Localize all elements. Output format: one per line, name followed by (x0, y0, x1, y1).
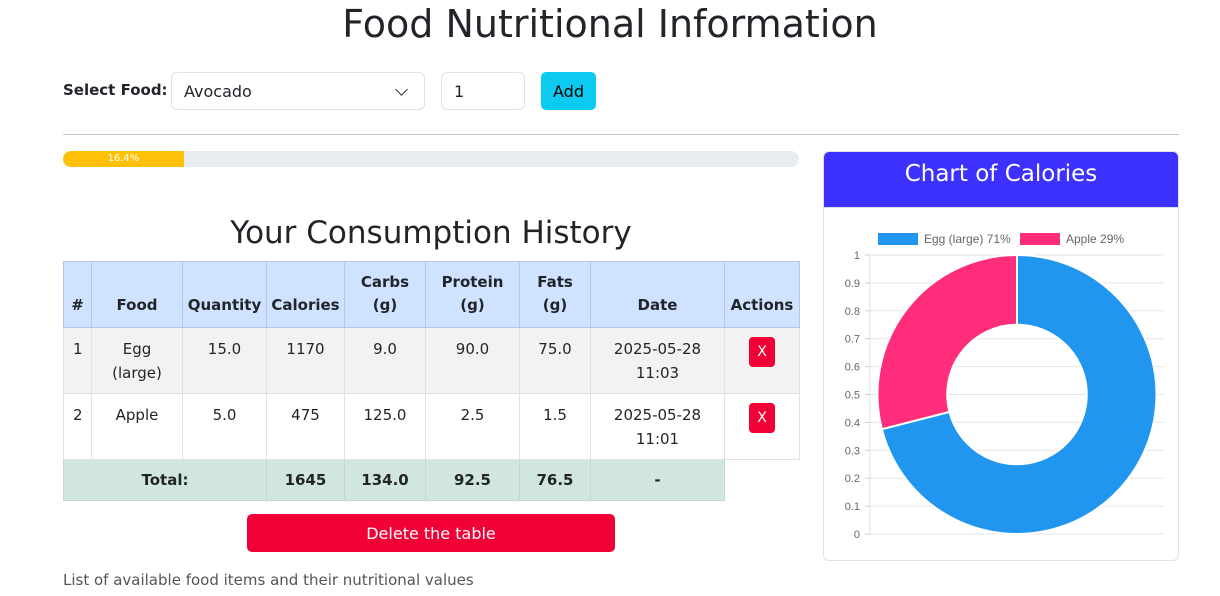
food-select-value: Avocado (184, 81, 252, 101)
row-calories: 475 (266, 393, 345, 460)
header-carbs: Carbs (g) (344, 261, 426, 328)
table-row: 1 Egg (large) 15.0 1170 9.0 90.0 75.0 20… (63, 327, 800, 394)
total-fats: 76.5 (519, 459, 591, 501)
calories-doughnut-chart: 1 0.9 0.8 0.7 0.6 0.5 0.4 0.3 0.2 0.1 0 Egg (large)… (845, 232, 1164, 541)
y-tick-label: 0.5 (845, 390, 860, 402)
header-food: Food (91, 261, 183, 328)
delete-table-button[interactable]: Delete the table (247, 514, 615, 552)
food-list-caption: List of available food items and their n… (63, 571, 474, 589)
header-quantity: Quantity (182, 261, 267, 328)
total-carbs: 134.0 (344, 459, 426, 501)
row-index: 1 (63, 327, 92, 394)
delete-row-button[interactable]: X (749, 403, 775, 433)
row-date: 2025-05-28 11:01 (590, 393, 725, 460)
chart-card-title: Chart of Calories (824, 152, 1178, 208)
add-button[interactable]: Add (541, 72, 596, 110)
y-tick-label: 0.1 (845, 501, 860, 513)
row-fats: 1.5 (519, 393, 591, 460)
row-carbs: 9.0 (344, 327, 426, 394)
row-calories: 1170 (266, 327, 345, 394)
y-tick-label: 0 (854, 529, 860, 541)
doughnut-slice (880, 253, 1158, 535)
delete-row-button[interactable]: X (749, 337, 775, 367)
calories-chart-card: Chart of Calories 1 0.9 0.8 0.7 0.6 0.5 0.4 0.3… (823, 151, 1179, 561)
legend-swatch (1020, 233, 1060, 245)
legend-swatch (878, 233, 918, 245)
row-fats: 75.0 (519, 327, 591, 394)
header-calories: Calories (266, 261, 345, 328)
history-title: Your Consumption History (230, 215, 632, 251)
header-fats: Fats (g) (519, 261, 591, 328)
row-quantity: 15.0 (182, 327, 267, 394)
row-food: Egg (large) (91, 327, 183, 394)
total-calories: 1645 (266, 459, 345, 501)
consumption-table: # Food Quantity Calories Carbs (g) Prote… (63, 261, 800, 501)
row-food: Apple (91, 393, 183, 460)
row-protein: 2.5 (425, 393, 520, 460)
header-actions: Actions (724, 261, 800, 328)
total-protein: 92.5 (425, 459, 520, 501)
quantity-value: 1 (454, 81, 465, 101)
legend-label: Egg (large) 71% (924, 232, 1011, 246)
header-index: # (63, 261, 92, 328)
total-label: Total: (63, 459, 267, 501)
table-header-row: # Food Quantity Calories Carbs (g) Prote… (63, 261, 800, 328)
total-date: - (590, 459, 725, 501)
legend-label: Apple 29% (1066, 232, 1124, 246)
y-tick-label: 0.2 (845, 473, 860, 485)
progress-fill: 16.4% (63, 151, 184, 167)
row-actions: X (724, 327, 800, 394)
food-select[interactable]: Avocado (171, 72, 425, 110)
row-date: 2025-05-28 11:03 (590, 327, 725, 394)
header-date: Date (590, 261, 725, 328)
divider (63, 134, 1179, 135)
progress-bar: 16.4% (63, 151, 799, 167)
y-tick-label: 0.8 (845, 306, 860, 318)
row-actions: X (724, 393, 800, 460)
chevron-down-icon (395, 82, 408, 96)
y-tick-label: 1 (854, 250, 860, 262)
y-tick-label: 0.9 (845, 278, 860, 290)
row-quantity: 5.0 (182, 393, 267, 460)
y-tick-label: 0.7 (845, 334, 860, 346)
total-actions-empty (724, 459, 800, 501)
page-title: Food Nutritional Information (342, 2, 878, 46)
y-tick-label: 0.4 (845, 417, 860, 429)
quantity-input[interactable]: 1 (441, 72, 525, 110)
y-tick-label: 0.6 (845, 362, 860, 374)
select-food-label: Select Food: (63, 81, 168, 99)
y-tick-label: 0.3 (845, 445, 860, 457)
row-carbs: 125.0 (344, 393, 426, 460)
total-row: Total: 1645 134.0 92.5 76.5 - (63, 459, 800, 501)
header-protein: Protein (g) (425, 261, 520, 328)
row-index: 2 (63, 393, 92, 460)
row-protein: 90.0 (425, 327, 520, 394)
doughnut-slice (876, 253, 1018, 431)
table-row: 2 Apple 5.0 475 125.0 2.5 1.5 2025-05-28… (63, 393, 800, 460)
